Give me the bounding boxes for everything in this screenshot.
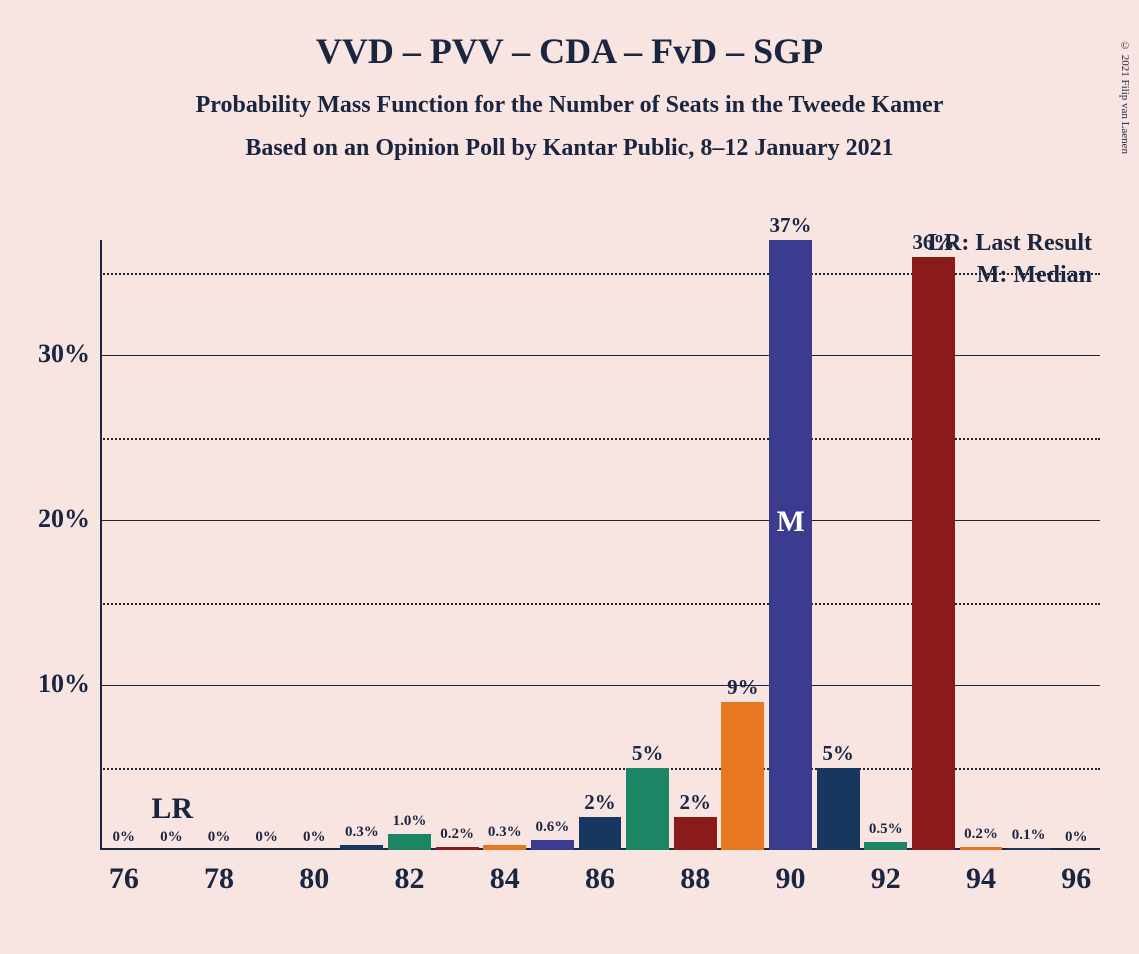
bar-value-label: 9% (727, 675, 759, 700)
x-tick-label: 92 (856, 862, 916, 896)
y-axis (100, 240, 102, 850)
bar-value-label: 5% (822, 741, 854, 766)
median-marker: M (776, 505, 804, 539)
lr-marker: LR (151, 792, 193, 826)
bar-value-label: 0.2% (964, 826, 998, 843)
bar (864, 842, 907, 850)
x-tick-label: 82 (380, 862, 440, 896)
x-tick-label: 78 (189, 862, 249, 896)
x-tick-label: 88 (665, 862, 725, 896)
bar (340, 845, 383, 850)
bar-value-label: 0% (1065, 829, 1088, 846)
bar (721, 702, 764, 850)
bar (579, 817, 622, 850)
y-tick-label: 20% (20, 504, 90, 534)
x-tick-label: 94 (951, 862, 1011, 896)
bar (817, 768, 860, 850)
legend-median: M: Median (977, 262, 1092, 289)
bar-value-label: 1.0% (393, 813, 427, 830)
x-tick-label: 76 (94, 862, 154, 896)
bar-value-label: 0% (113, 829, 136, 846)
legend-lr: LR: Last Result (928, 230, 1092, 257)
bar (626, 768, 669, 850)
x-tick-label: 90 (760, 862, 820, 896)
x-tick-label: 80 (284, 862, 344, 896)
bar (436, 847, 479, 850)
bar-value-label: 0% (160, 829, 183, 846)
bar-value-label: 0.3% (345, 824, 379, 841)
bar (674, 817, 717, 850)
bar-value-label: 2% (679, 790, 711, 815)
chart-subtitle-1: Probability Mass Function for the Number… (0, 92, 1139, 119)
chart-subtitle-2: Based on an Opinion Poll by Kantar Publi… (0, 135, 1139, 162)
x-tick-label: 86 (570, 862, 630, 896)
bar-value-label: 0.5% (869, 821, 903, 838)
bar-value-label: 2% (584, 790, 616, 815)
y-tick-label: 10% (20, 669, 90, 699)
bar-value-label: 0.6% (536, 819, 570, 836)
bar-value-label: 0.1% (1012, 827, 1046, 844)
bar (1007, 848, 1050, 850)
bar-value-label: 0% (303, 829, 326, 846)
bar-value-label: 0.2% (440, 826, 474, 843)
bar (483, 845, 526, 850)
bar-value-label: 0% (255, 829, 278, 846)
bar-value-label: 5% (632, 741, 664, 766)
bar (769, 240, 812, 850)
bar (388, 834, 431, 850)
bar-value-label: 37% (769, 213, 811, 238)
chart-plot-area: 10%20%30%76788082848688909294960%0%0%0%0… (100, 240, 1100, 850)
bar (960, 847, 1003, 850)
y-tick-label: 30% (20, 339, 90, 369)
bar (531, 840, 574, 850)
x-tick-label: 84 (475, 862, 535, 896)
x-tick-label: 96 (1046, 862, 1106, 896)
copyright-text: © 2021 Filip van Laenen (1119, 40, 1131, 154)
chart-title: VVD – PVV – CDA – FvD – SGP (0, 30, 1139, 72)
bar-value-label: 0% (208, 829, 231, 846)
bar (912, 257, 955, 851)
bar-value-label: 0.3% (488, 824, 522, 841)
